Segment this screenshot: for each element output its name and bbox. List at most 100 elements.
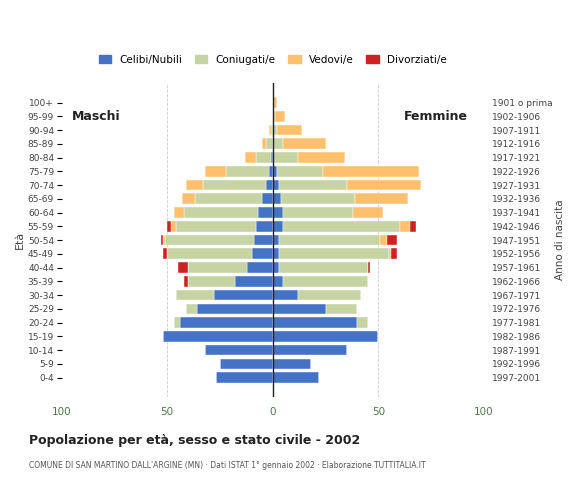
Bar: [262, 193, 273, 204]
Bar: [279, 180, 347, 191]
Bar: [284, 207, 353, 218]
Bar: [387, 235, 397, 245]
Bar: [235, 276, 273, 287]
Bar: [203, 180, 266, 191]
Bar: [262, 139, 266, 149]
Bar: [256, 152, 271, 163]
Bar: [163, 235, 165, 245]
Bar: [271, 152, 273, 163]
Bar: [368, 262, 370, 273]
Bar: [180, 317, 273, 328]
Bar: [347, 180, 420, 191]
Bar: [273, 235, 279, 245]
Bar: [184, 276, 189, 287]
Bar: [254, 235, 273, 245]
Bar: [205, 345, 273, 356]
Bar: [167, 221, 172, 232]
Bar: [252, 249, 273, 259]
Bar: [410, 221, 416, 232]
Bar: [355, 193, 408, 204]
Bar: [176, 221, 256, 232]
Bar: [273, 193, 281, 204]
Bar: [273, 262, 279, 273]
Bar: [163, 331, 273, 342]
Bar: [277, 125, 302, 135]
Bar: [269, 166, 273, 177]
Bar: [226, 166, 269, 177]
Bar: [273, 359, 311, 369]
Bar: [325, 303, 357, 314]
Bar: [284, 276, 368, 287]
Legend: Celibi/Nubili, Coniugati/e, Vedovi/e, Divorziati/e: Celibi/Nubili, Coniugati/e, Vedovi/e, Di…: [95, 50, 451, 69]
Bar: [273, 180, 279, 191]
Bar: [273, 97, 277, 108]
Bar: [197, 303, 273, 314]
Text: COMUNE DI SAN MARTINO DALL'ARGINE (MN) · Dati ISTAT 1° gennaio 2002 · Elaborazio: COMUNE DI SAN MARTINO DALL'ARGINE (MN) ·…: [29, 461, 426, 470]
Bar: [188, 262, 248, 273]
Bar: [182, 193, 195, 204]
Bar: [281, 193, 355, 204]
Bar: [298, 152, 345, 163]
Bar: [216, 372, 273, 383]
Bar: [256, 221, 273, 232]
Bar: [178, 262, 188, 273]
Text: Popolazione per età, sesso e stato civile - 2002: Popolazione per età, sesso e stato civil…: [29, 434, 360, 447]
Bar: [273, 111, 275, 122]
Bar: [273, 152, 298, 163]
Bar: [279, 235, 380, 245]
Bar: [324, 166, 419, 177]
Bar: [161, 235, 163, 245]
Bar: [273, 345, 347, 356]
Bar: [273, 276, 284, 287]
Bar: [273, 139, 284, 149]
Bar: [353, 207, 383, 218]
Bar: [245, 152, 256, 163]
Bar: [284, 139, 325, 149]
Bar: [186, 180, 203, 191]
Bar: [173, 207, 184, 218]
Bar: [273, 372, 319, 383]
Bar: [277, 166, 324, 177]
Bar: [269, 125, 271, 135]
Bar: [186, 303, 197, 314]
Bar: [389, 249, 391, 259]
Y-axis label: Anno di nascita: Anno di nascita: [555, 200, 565, 280]
Bar: [284, 221, 400, 232]
Bar: [273, 317, 357, 328]
Bar: [184, 207, 258, 218]
Bar: [165, 235, 254, 245]
Bar: [275, 111, 285, 122]
Bar: [213, 290, 273, 300]
Bar: [273, 303, 325, 314]
Bar: [220, 359, 273, 369]
Bar: [195, 193, 262, 204]
Bar: [279, 249, 389, 259]
Bar: [273, 207, 284, 218]
Bar: [266, 139, 273, 149]
Bar: [273, 249, 279, 259]
Bar: [279, 262, 368, 273]
Bar: [248, 262, 273, 273]
Bar: [400, 221, 410, 232]
Bar: [273, 125, 277, 135]
Bar: [258, 207, 273, 218]
Bar: [205, 166, 226, 177]
Bar: [167, 249, 252, 259]
Bar: [273, 221, 284, 232]
Text: Maschi: Maschi: [72, 110, 121, 123]
Bar: [163, 249, 167, 259]
Bar: [391, 249, 397, 259]
Bar: [172, 221, 176, 232]
Bar: [357, 317, 368, 328]
Bar: [176, 290, 213, 300]
Bar: [173, 317, 180, 328]
Bar: [271, 125, 273, 135]
Bar: [273, 166, 277, 177]
Bar: [273, 331, 378, 342]
Text: Femmine: Femmine: [404, 110, 467, 123]
Bar: [266, 180, 273, 191]
Bar: [273, 290, 298, 300]
Bar: [188, 276, 235, 287]
Y-axis label: Età: Età: [15, 231, 25, 249]
Bar: [380, 235, 387, 245]
